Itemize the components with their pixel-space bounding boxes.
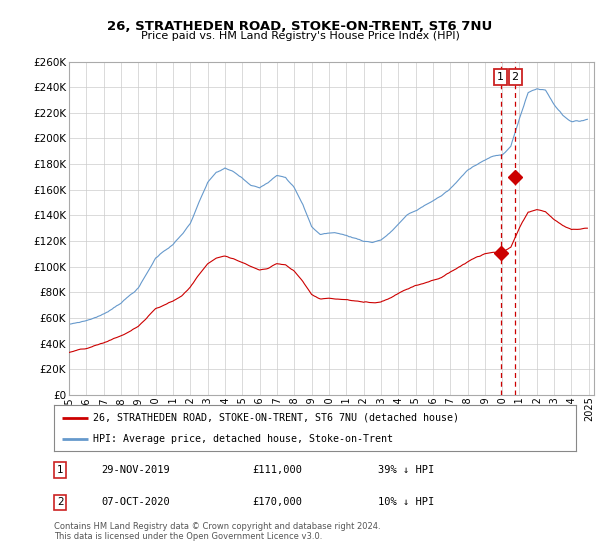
Text: 1: 1 [57, 465, 64, 475]
Text: 1: 1 [497, 72, 504, 82]
Text: 29-NOV-2019: 29-NOV-2019 [101, 465, 170, 475]
Text: Contains HM Land Registry data © Crown copyright and database right 2024.
This d: Contains HM Land Registry data © Crown c… [54, 522, 380, 542]
Text: £170,000: £170,000 [253, 497, 302, 507]
Text: £111,000: £111,000 [253, 465, 302, 475]
Text: HPI: Average price, detached house, Stoke-on-Trent: HPI: Average price, detached house, Stok… [93, 435, 393, 444]
Text: Price paid vs. HM Land Registry's House Price Index (HPI): Price paid vs. HM Land Registry's House … [140, 31, 460, 41]
Text: 39% ↓ HPI: 39% ↓ HPI [377, 465, 434, 475]
Text: 2: 2 [57, 497, 64, 507]
Text: 07-OCT-2020: 07-OCT-2020 [101, 497, 170, 507]
Text: 2: 2 [512, 72, 519, 82]
Text: 26, STRATHEDEN ROAD, STOKE-ON-TRENT, ST6 7NU (detached house): 26, STRATHEDEN ROAD, STOKE-ON-TRENT, ST6… [93, 413, 459, 423]
Text: 26, STRATHEDEN ROAD, STOKE-ON-TRENT, ST6 7NU: 26, STRATHEDEN ROAD, STOKE-ON-TRENT, ST6… [107, 20, 493, 32]
Text: 10% ↓ HPI: 10% ↓ HPI [377, 497, 434, 507]
